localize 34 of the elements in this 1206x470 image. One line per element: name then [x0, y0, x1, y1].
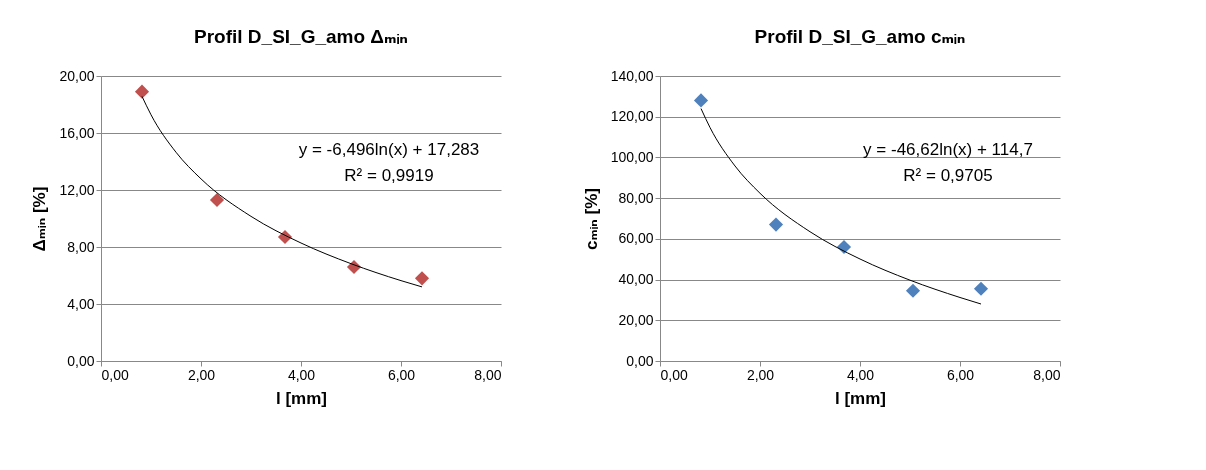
y-axis-title: Δₘᵢₙ [%]	[30, 186, 50, 252]
chart-title: Profil D_SI_G_amo Δₘᵢₙ	[194, 26, 408, 47]
y-tick-label: 140,00	[610, 67, 654, 84]
x-tick-label: 0,00	[101, 366, 129, 383]
y-tick-label: 4,00	[67, 295, 95, 312]
y-tick-label: 0,00	[67, 352, 95, 369]
x-tick-label: 6,00	[387, 366, 416, 383]
x-tick-label: 0,00	[660, 366, 688, 383]
y-tick-label: 60,00	[618, 230, 654, 247]
y-tick-label: 0,00	[626, 352, 654, 369]
x-tick-label: 4,00	[846, 366, 875, 383]
chart-title: Profil D_SI_G_amo cₘᵢₙ	[754, 26, 966, 47]
y-tick-label: 40,00	[618, 271, 654, 288]
y-tick-label: 16,00	[59, 124, 95, 141]
y-axis-title: cₘᵢₙ [%]	[581, 187, 601, 251]
x-axis-title: l [mm]	[835, 388, 886, 408]
x-tick-label: 4,00	[287, 366, 316, 383]
x-axis-title: l [mm]	[276, 388, 327, 408]
y-tick-label: 20,00	[618, 311, 654, 328]
y-tick-label: 80,00	[618, 189, 654, 206]
x-tick-label: 2,00	[187, 366, 216, 383]
x-tick-label: 2,00	[746, 366, 775, 383]
y-tick-label: 12,00	[59, 181, 95, 198]
annotation: y = -6,496ln(x) + 17,283	[298, 140, 480, 160]
x-tick-label: 8,00	[1033, 366, 1061, 383]
y-tick-label: 100,00	[610, 148, 654, 165]
annotation: R² = 0,9919	[344, 166, 434, 186]
x-tick-label: 6,00	[946, 366, 975, 383]
y-tick-label: 120,00	[610, 108, 654, 125]
y-tick-label: 8,00	[67, 238, 95, 255]
annotation: R² = 0,9705	[903, 166, 993, 186]
y-tick-label: 20,00	[59, 67, 95, 84]
x-tick-label: 8,00	[474, 366, 502, 383]
annotation: y = -46,62ln(x) + 114,7	[863, 140, 1033, 160]
